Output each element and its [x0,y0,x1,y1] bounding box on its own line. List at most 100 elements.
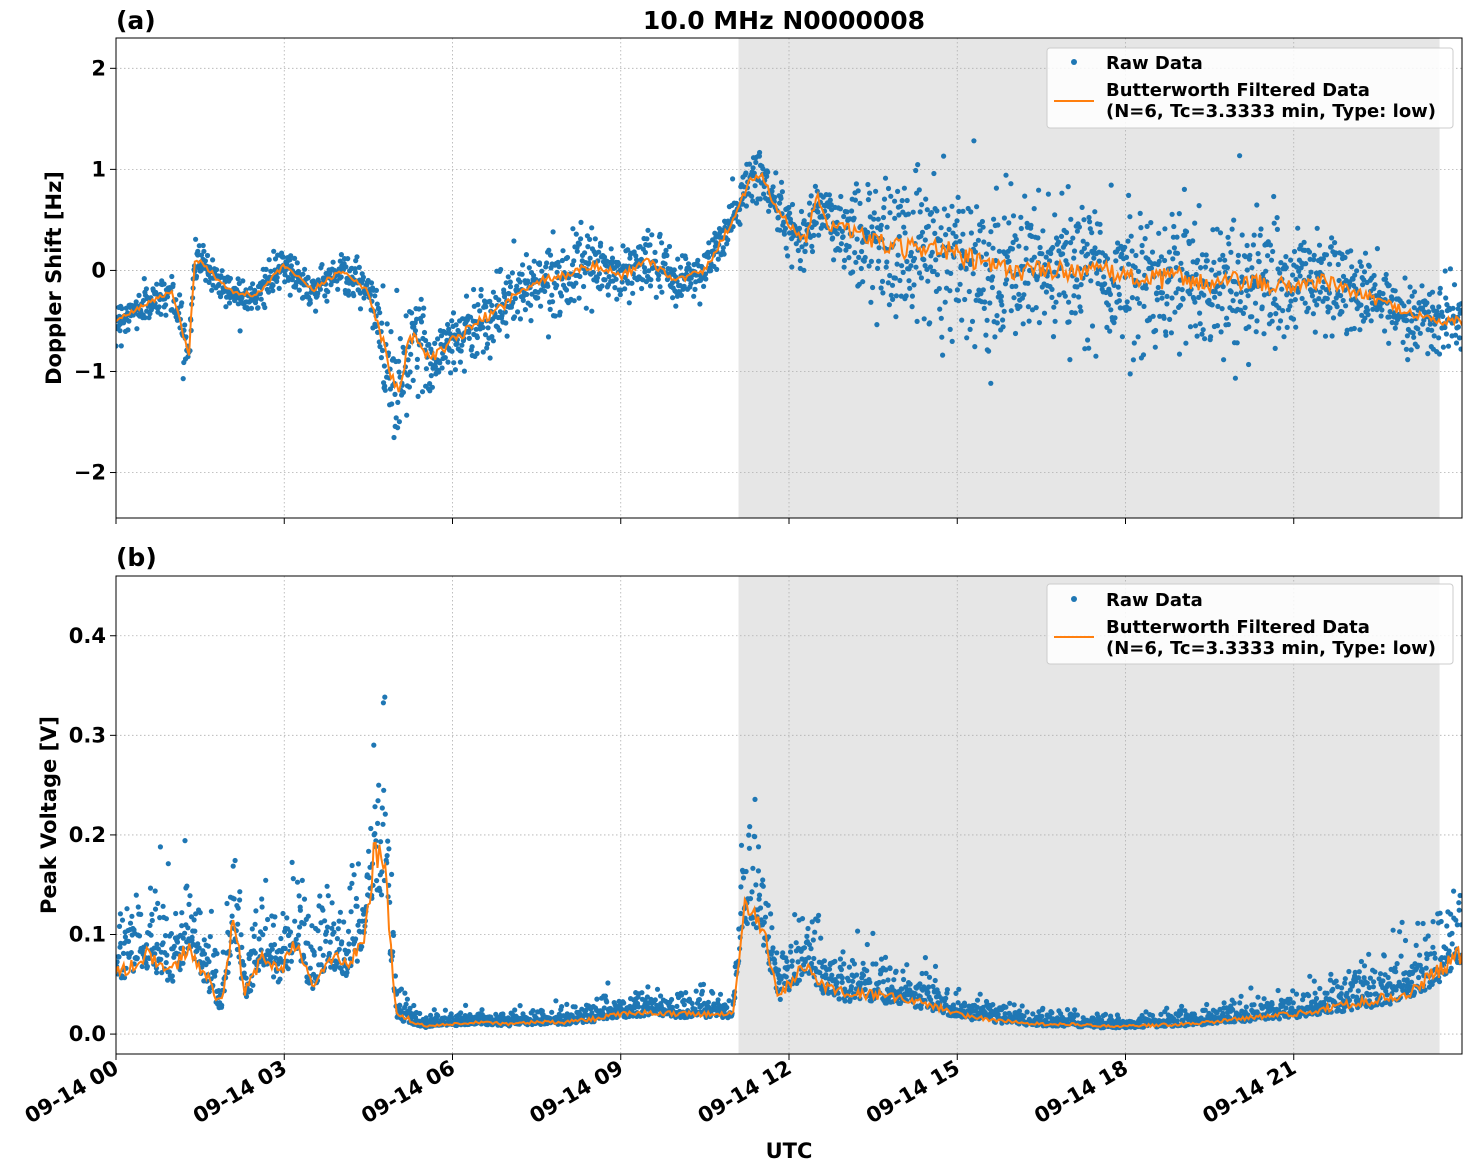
raw-data-point [766,208,772,214]
raw-data-point [449,348,455,354]
raw-data-point [1429,289,1436,295]
raw-data-point [1087,219,1093,225]
raw-data-point [1440,313,1446,319]
raw-data-point [904,962,910,968]
raw-data-point [432,364,438,370]
raw-data-point [1050,334,1057,340]
raw-data-point [235,905,241,911]
raw-data-point [1201,292,1207,298]
raw-data-point [1414,344,1420,350]
raw-data-point [278,935,284,942]
raw-data-point [179,910,185,916]
raw-data-point [487,298,493,304]
raw-data-point [992,334,998,340]
raw-data-point [354,958,360,964]
raw-data-point [293,279,299,285]
raw-data-point [174,939,181,945]
raw-data-point [657,231,663,237]
raw-data-point [198,252,205,258]
raw-data-point [200,242,206,249]
raw-data-point [919,970,925,977]
raw-data-point [510,299,516,306]
raw-data-point [937,237,943,243]
raw-data-point [1148,265,1154,271]
raw-data-point [1351,325,1357,332]
raw-data-point [498,266,504,273]
raw-data-point [1062,293,1068,299]
raw-data-point [887,272,893,279]
raw-data-point [1149,249,1156,255]
raw-data-point [1198,265,1204,271]
raw-data-point [1097,221,1103,227]
raw-data-point [881,196,888,202]
raw-data-point [326,950,332,957]
raw-data-point [158,956,164,962]
raw-data-point [1437,290,1443,296]
raw-data-point [428,373,434,379]
raw-data-point [913,264,919,270]
raw-data-point [896,234,902,240]
raw-data-point [783,974,789,980]
y-tick-label: 1 [91,157,106,181]
raw-data-point [799,916,806,922]
raw-data-point [355,922,361,928]
y-tick-label: −1 [74,359,106,383]
raw-data-point [1235,252,1241,258]
raw-data-point [121,975,128,981]
raw-data-point [1132,264,1138,270]
raw-data-point [509,270,515,276]
raw-data-point [349,862,355,869]
raw-data-point [1119,334,1125,340]
raw-data-point [1299,295,1305,302]
raw-data-point [1217,230,1224,236]
raw-data-point [656,272,662,278]
raw-data-point [918,275,925,281]
raw-data-point [266,289,272,295]
raw-data-point [1442,324,1448,331]
raw-data-point [980,287,986,293]
raw-data-point [949,203,955,209]
raw-data-point [1255,994,1261,1000]
raw-data-point [796,977,803,983]
raw-data-point [305,940,311,946]
raw-data-point [1232,279,1238,285]
raw-data-point [557,309,563,315]
raw-data-point [632,1005,638,1011]
raw-data-point [816,912,822,919]
raw-data-point [414,356,420,362]
raw-data-point [1330,315,1337,321]
raw-data-point [461,368,467,374]
raw-data-point [1013,236,1019,242]
raw-data-point [1329,235,1335,241]
raw-data-point [1066,319,1072,325]
raw-data-point [955,298,962,304]
raw-data-point [726,998,732,1004]
raw-data-point [212,973,218,979]
raw-data-point [743,868,749,875]
raw-data-point [1458,301,1462,307]
raw-data-point [543,264,549,270]
raw-data-point [860,960,866,966]
raw-data-point [126,318,132,324]
raw-data-point [335,286,341,292]
raw-data-point [904,258,910,265]
raw-data-point [302,266,308,272]
raw-data-point [669,280,676,286]
raw-data-point [1317,985,1323,992]
raw-data-point [149,917,155,924]
raw-data-point [811,232,817,238]
raw-data-point [449,318,455,324]
raw-data-point [1234,340,1240,346]
raw-data-point [345,288,351,294]
raw-data-point [1214,226,1220,232]
raw-data-point [999,302,1005,308]
raw-data-point [876,245,882,251]
raw-data-point [1143,1009,1149,1015]
raw-data-point [778,195,784,201]
raw-data-point [1275,987,1281,994]
raw-data-point [1034,274,1041,280]
raw-data-point [608,246,614,252]
raw-data-point [524,291,530,297]
raw-data-point [407,1005,413,1011]
raw-data-point [1079,204,1085,210]
